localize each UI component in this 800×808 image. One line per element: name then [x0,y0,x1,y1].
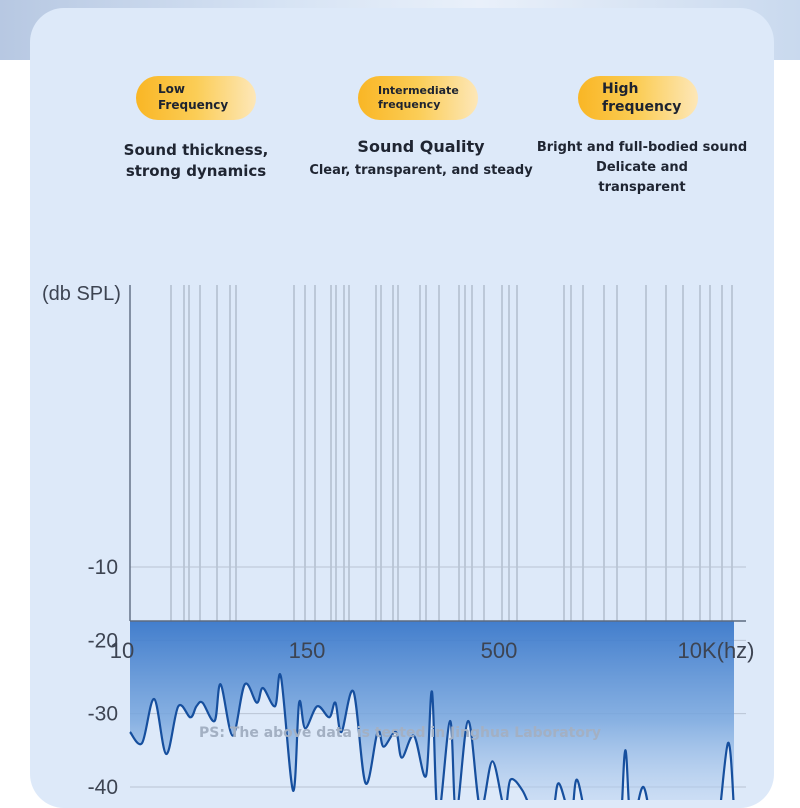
high-frequency-description-line-3: transparent [598,180,686,195]
lab-footnote: PS: The above data is tested in Jinghua … [199,725,601,741]
high-frequency-pill: High frequency [578,76,698,120]
high-frequency-pill-line-2: frequency [602,99,682,115]
high-frequency-description: Bright and full-bodied sound Delicate an… [532,138,752,198]
intermediate-frequency-description-line-1: Sound Quality [357,137,485,156]
high-frequency-pill-line-1: High [602,80,639,97]
intermediate-frequency-description: Sound Quality Clear, transparent, and st… [296,136,546,184]
y-tick-label: -10 [88,556,118,579]
high-frequency-description-line-2: Delicate and [596,160,688,175]
low-frequency-pill: Low Frequency [136,76,256,120]
x-tick-labels: 10 150 500 10K(hz) [110,638,755,663]
y-axis-unit-label: (db SPL) [42,283,121,305]
response-area-fill [130,621,734,800]
x-tick-label: 500 [481,638,518,663]
y-tick-labels: -40 -30 -20 -10 [88,556,118,799]
x-tick-label: 10 [110,638,134,663]
low-frequency-pill-line-2: Frequency [158,98,229,112]
intermediate-frequency-pill-line-1: Intermediate [378,83,459,97]
low-frequency-description-line-2: strong dynamics [125,162,267,180]
low-frequency-pill-line-1: Low [158,82,185,97]
x-tick-label: 150 [289,638,326,663]
vertical-grid-lines [170,285,733,621]
high-frequency-description-line-1: Bright and full-bodied sound [536,140,748,155]
y-tick-label: -40 [88,776,118,799]
y-tick-label: -20 [88,629,118,652]
low-frequency-description: Sound thickness, strong dynamics [116,140,276,182]
intermediate-frequency-description-line-2: Clear, transparent, and steady [309,163,533,178]
intermediate-frequency-pill-line-2: frequency [378,98,441,111]
response-curve-line [129,673,735,800]
x-tick-label: 10K(hz) [677,638,754,663]
intermediate-frequency-pill: Intermediate frequency [358,76,478,120]
y-tick-label: -30 [88,703,118,726]
low-frequency-description-line-1: Sound thickness, [123,141,269,159]
